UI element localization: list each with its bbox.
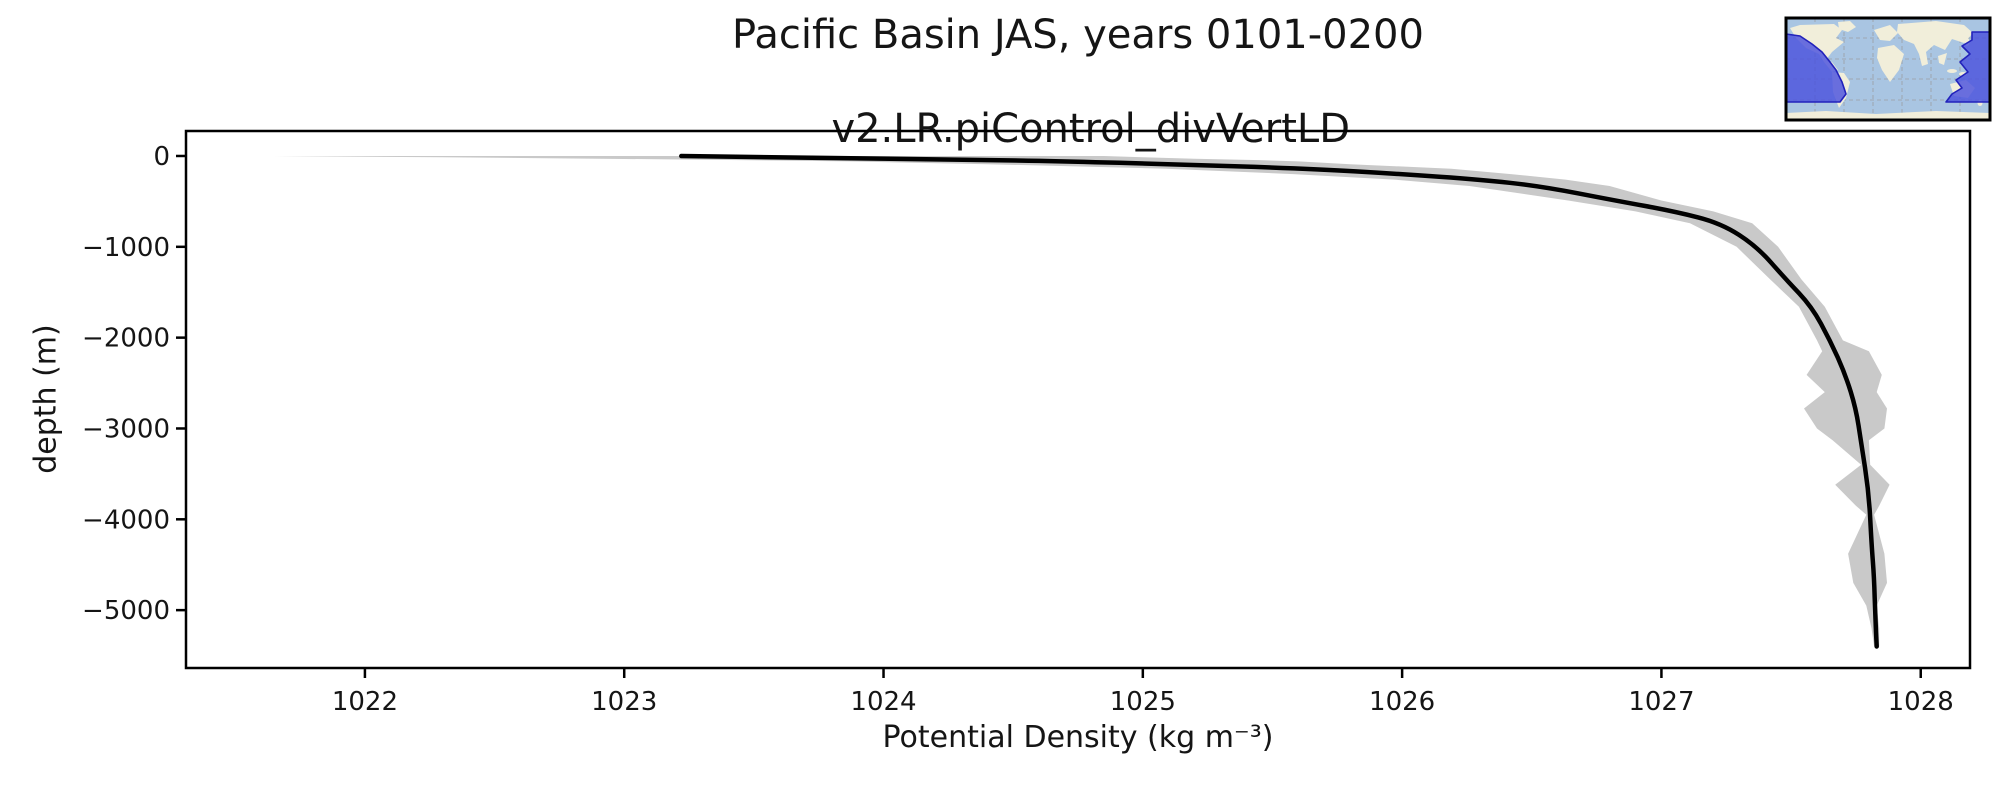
world-map [1784,16,1992,122]
x-tick-label: 1024 [850,687,916,717]
x-tick-label: 1026 [1369,687,1435,717]
x-axis-label: Potential Density (kg m⁻³) [882,720,1274,755]
y-tick-label: 0 [153,142,170,172]
x-tick-label: 1028 [1888,687,1954,717]
x-tick-label: 1022 [332,687,398,717]
chart-title-line1: Pacific Basin JAS, years 0101-0200 [732,12,1424,58]
x-tick-label: 1025 [1110,687,1176,717]
chart-subtitle: v2.LR.piControl_divVertLD [831,106,1350,153]
mean-profile-line [679,153,1879,649]
inset-locator-map [1784,16,1992,122]
x-tick-label: 1027 [1628,687,1694,717]
map-frame [1784,16,1992,122]
y-tick-label: −1000 [82,233,170,263]
y-axis-label: depth (m) [28,324,64,474]
chart-layers: 1022 1023 1024 1025 1026 1027 1028 0 −1000 −2000 −… [82,142,1954,717]
y-tick-label: −2000 [82,324,170,354]
plot-border [184,129,1972,670]
x-tick-label: 1023 [591,687,657,717]
y-tick-label: −4000 [82,505,170,535]
std-band [274,156,1890,647]
map-highlight-pacific [1785,31,1991,103]
y-tick-label: −3000 [82,414,170,444]
y-tick-label: −5000 [82,596,170,626]
chart-title: Pacific Basin JAS, years 0101-0200 v2.LR… [186,12,1970,154]
